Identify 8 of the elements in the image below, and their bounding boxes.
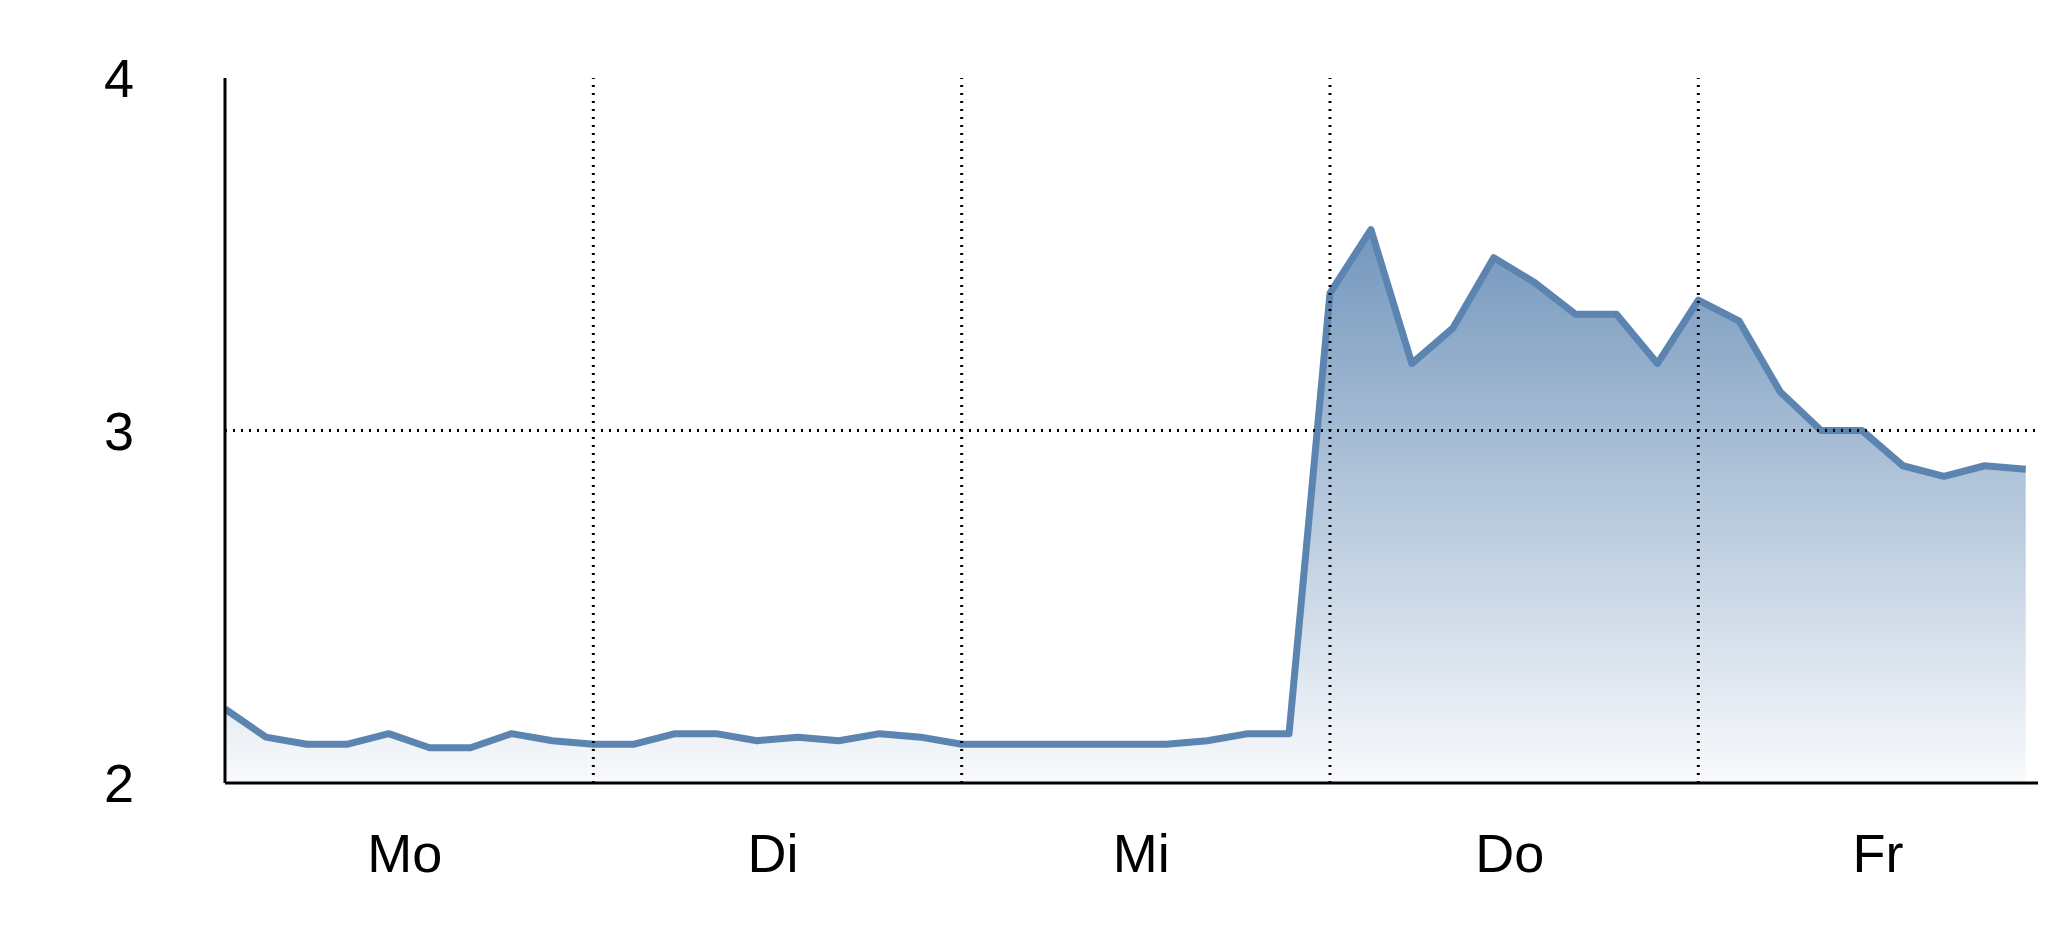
x-tick-label: Mi [1112,823,1170,884]
y-tick-label: 4 [103,48,134,109]
x-tick-label: Di [747,823,799,884]
y-tick-label: 3 [103,400,134,461]
x-tick-label: Fr [1852,823,1904,884]
x-tick-label: Do [1475,823,1545,884]
x-tick-label: Mo [367,823,443,884]
y-tick-label: 2 [103,753,134,814]
